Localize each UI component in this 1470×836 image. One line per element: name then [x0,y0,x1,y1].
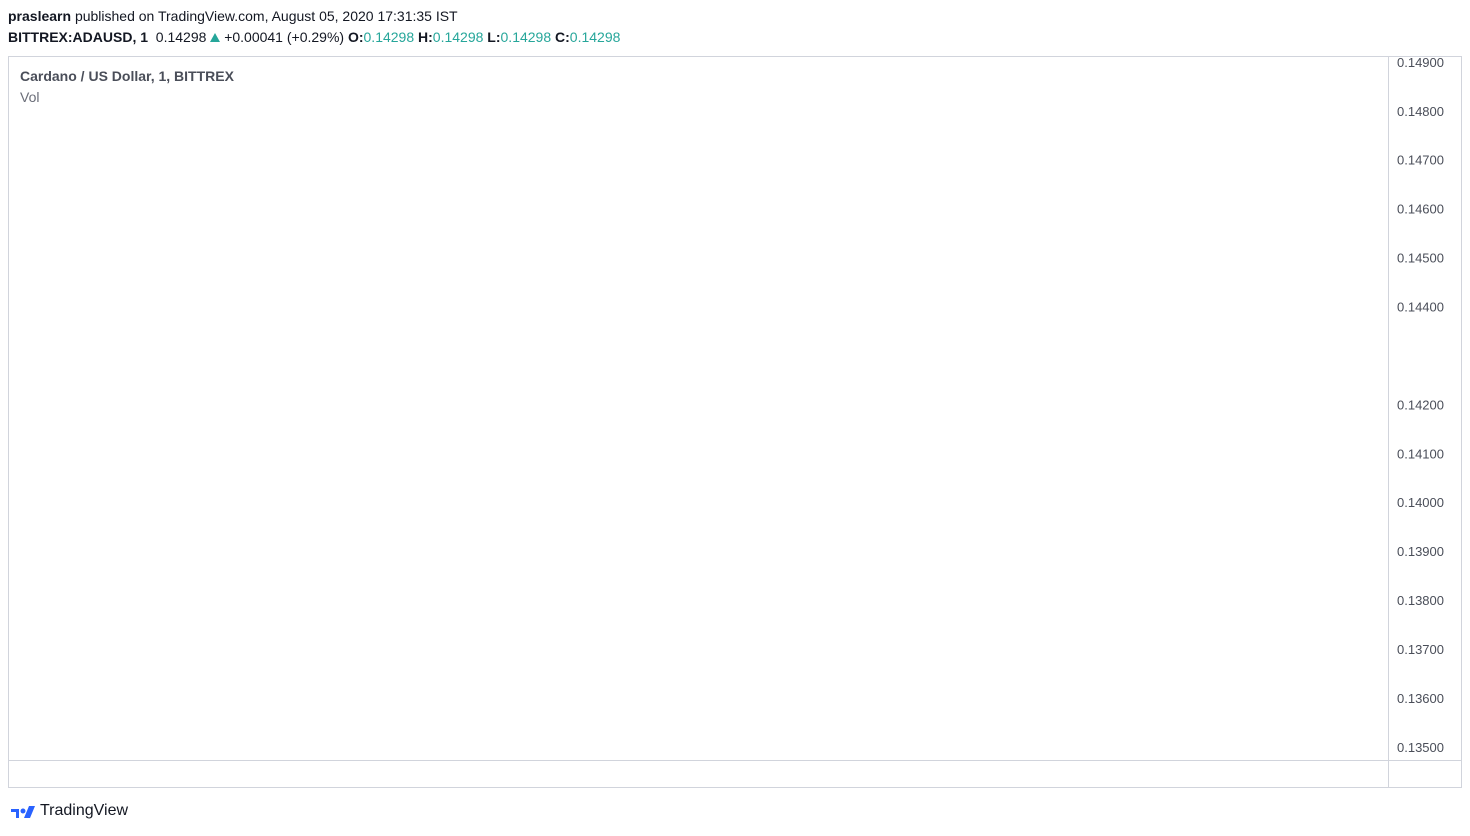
y-tick-label: 0.14200 [1397,397,1444,412]
symbol-line: BITTREX:ADAUSD, 1 0.14298 +0.00041 (+0.2… [8,29,620,45]
ohlc-label: H: [418,29,433,45]
published: published on TradingView.com, August 05,… [74,8,458,24]
y-tick-label: 0.14700 [1397,153,1444,168]
author: praslearn [8,8,72,24]
y-tick-label: 0.13700 [1397,642,1444,657]
y-tick-label: 0.14000 [1397,495,1444,510]
symbol: BITTREX:ADAUSD, 1 [8,29,149,45]
frame [8,56,1462,788]
y-tick-label: 0.14400 [1397,299,1444,314]
y-tick-label: 0.13600 [1397,691,1444,706]
y-tick-label: 0.13900 [1397,544,1444,559]
ohlc-value: 0.14298 [500,29,552,45]
ohlc-label: C: [555,29,570,45]
chart: Cardano / US Dollar, 1, BITTREX Vol 0.14… [8,55,1462,788]
y-tick-label: 0.14600 [1397,202,1444,217]
brand: TradingView [40,802,129,819]
price: 0.14298 [155,29,207,45]
up-arrow [210,33,221,42]
y-tick-label: 0.14100 [1397,446,1444,461]
y-tick-label: 0.14500 [1397,251,1444,266]
ohlc-value: 0.14298 [363,29,415,45]
ohlc-value: 0.14298 [569,29,621,45]
change: +0.00041 (+0.29%) [224,29,345,45]
ohlc-value: 0.14298 [432,29,484,45]
ohlc-label: L: [487,29,501,45]
y-tick-label: 0.13500 [1397,740,1444,755]
y-tick-label: 0.14800 [1397,104,1444,119]
y-tick-label: 0.14900 [1397,55,1444,70]
footer: TradingView [10,802,128,820]
y-tick-label: 0.13800 [1397,593,1444,608]
logo [11,806,35,818]
publish-line: praslearn published on TradingView.com, … [8,8,458,24]
ohlc: O:0.14298 H:0.14298 L:0.14298 C:0.14298 [348,29,620,45]
volume-label: Vol [20,89,39,105]
ohlc-label: O: [347,29,364,45]
chart-title: Cardano / US Dollar, 1, BITTREX [20,68,235,84]
